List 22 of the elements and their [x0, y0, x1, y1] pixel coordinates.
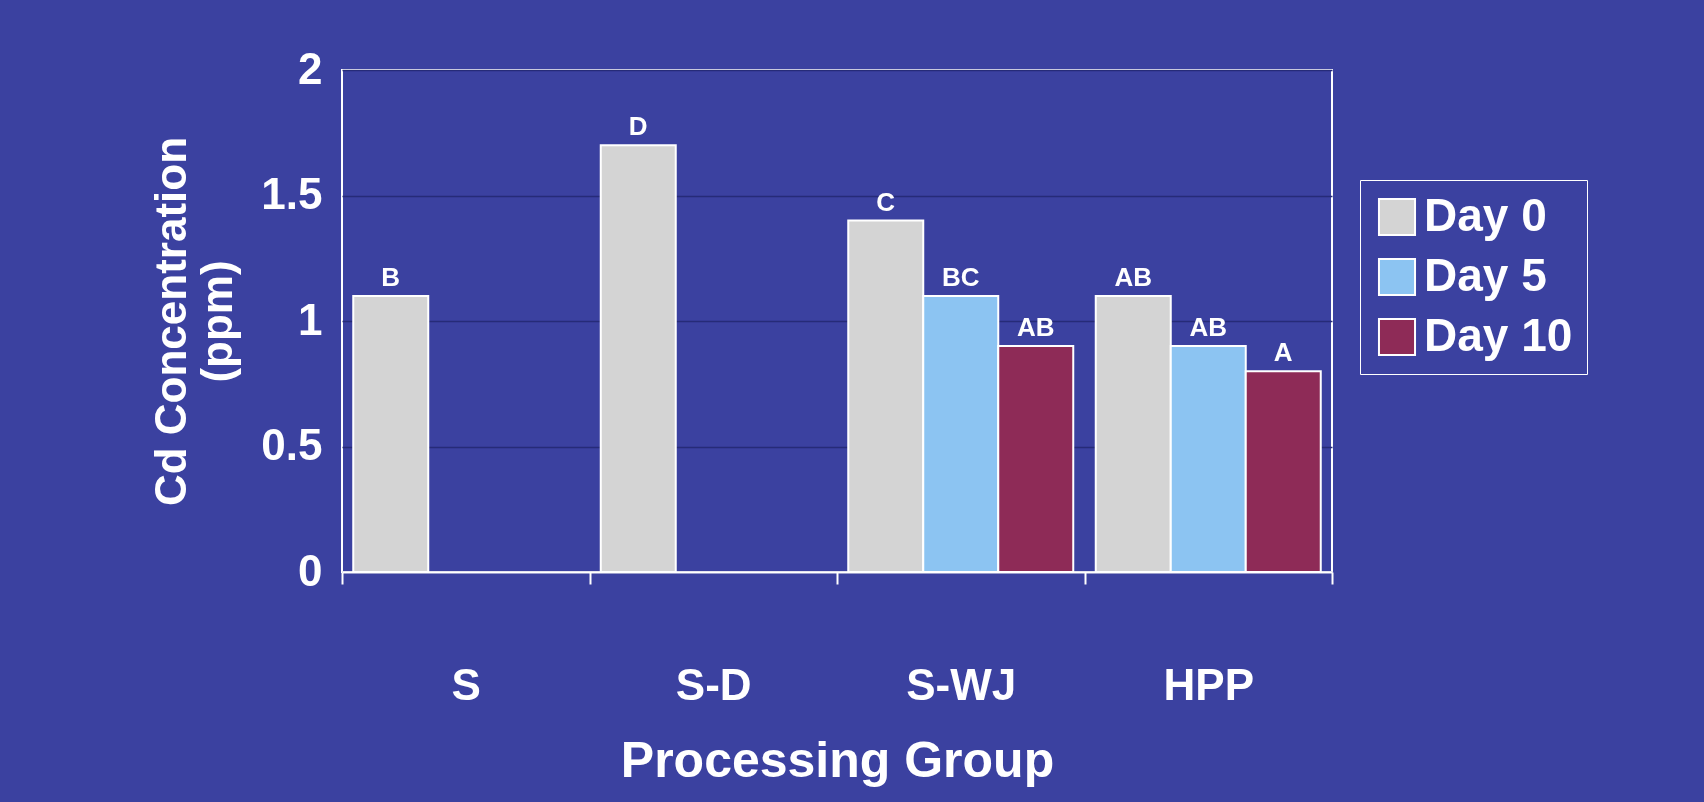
- x-tick-label: S-WJ: [906, 659, 1017, 709]
- annotation: C: [876, 186, 896, 217]
- annotation: AB: [1114, 261, 1153, 292]
- x-tick-label: HPP: [1163, 659, 1254, 709]
- x-axis-title: Processing Group: [620, 731, 1055, 788]
- x-tick-label: S: [451, 659, 481, 709]
- annotation: AB: [1189, 312, 1228, 343]
- legend-label: Day 5: [1424, 249, 1547, 301]
- y-tick-label: 0.5: [261, 420, 323, 469]
- annotation: BC: [941, 261, 980, 292]
- legend-label: Day 0: [1424, 189, 1547, 241]
- annotation: AB: [1016, 312, 1055, 343]
- annotation: A: [1273, 337, 1293, 368]
- y-tick-label: 2: [298, 43, 323, 93]
- x-tick-label: S-D: [675, 659, 752, 709]
- y-tick-label: 0: [298, 545, 323, 595]
- y-tick-label: 1.5: [261, 169, 323, 218]
- annotation: B: [381, 261, 401, 292]
- y-tick-label: 1: [298, 294, 323, 344]
- annotation: D: [628, 111, 648, 142]
- y-axis-title: Cd Concentration (ppm): [146, 136, 242, 507]
- legend-label: Day 10: [1424, 309, 1573, 361]
